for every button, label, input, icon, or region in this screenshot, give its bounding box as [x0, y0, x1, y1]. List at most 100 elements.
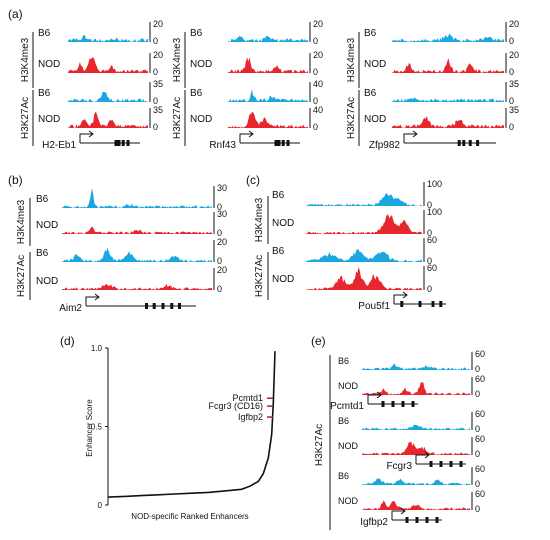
panel-a-signal-track	[392, 116, 504, 128]
panel-a-signal-track	[228, 89, 308, 102]
panel-a-track-scale-max: 20	[313, 19, 323, 29]
panel-c-track-scale-zero: 0	[427, 228, 432, 238]
panel-b-mark-label: H3K4me3	[16, 199, 27, 244]
panel-b-exon	[145, 303, 148, 309]
panel-a-exon	[476, 140, 480, 146]
panel-a-gene-label: Zfp982	[369, 140, 401, 151]
panel-e-gene-label: Igfbp2	[360, 517, 388, 528]
panel-c-exon	[400, 301, 404, 307]
panel-e-exon	[405, 517, 409, 523]
panel-a-strain-label: NOD	[364, 59, 386, 70]
panel-e-exon	[459, 461, 463, 467]
panel-d-label: (d)	[60, 334, 75, 348]
panel-e-tss-arrowhead	[376, 391, 382, 399]
panel-c-track-scale-zero: 0	[427, 284, 432, 294]
panel-a-signal-track	[228, 57, 308, 73]
panel-a-tss-arrowhead	[248, 130, 254, 138]
panel-a-track-scale-zero: 0	[153, 96, 158, 106]
panel-a-signal-track	[68, 34, 148, 42]
panel-a-track-scale-max: 35	[509, 105, 519, 115]
panel-a-track-scale-max: 40	[313, 79, 323, 89]
panel-e-track-scale-max: 60	[475, 349, 485, 359]
panel-a-exon	[281, 140, 285, 146]
panel-a-track-scale-zero: 0	[509, 36, 514, 46]
panel-c-track-scale-max: 60	[427, 263, 437, 273]
panel-e-strain-label: NOD	[338, 496, 359, 506]
panel-e-exon	[391, 401, 395, 407]
panel-a-strain-label: B6	[38, 88, 51, 99]
panel-a-track-scale-zero: 0	[509, 96, 514, 106]
panel-e-track-scale-zero: 0	[475, 449, 480, 459]
panel-d-chart: 0 0.5 1.0 Enhancer Score NOD-specific Ranked…	[85, 344, 276, 521]
panel-a-strain-label: B6	[38, 28, 51, 39]
panel-c-strain-label: B6	[272, 190, 285, 201]
panel-a-tss-arrowhead	[88, 130, 94, 138]
panel-a-tss-arrow	[403, 133, 416, 143]
enhancer-score-line	[107, 351, 276, 498]
panel-e: H3K27AcB6600NOD600Pcmtd1B6600NOD600Fcgr3…	[314, 349, 485, 530]
panel-a-mark-label: H3K27Ac	[20, 97, 31, 139]
panel-a-exon	[468, 140, 472, 146]
panel-a-exon	[121, 140, 125, 146]
panel-c-signal-track	[306, 249, 422, 262]
panel-b-track-scale-max: 20	[217, 265, 227, 275]
panel-a-track-scale-max: 20	[509, 19, 519, 29]
panel-a-mark-label: H3K4me3	[172, 37, 183, 82]
panel-a-exon	[457, 140, 461, 146]
panel-a-exon	[126, 140, 130, 146]
panel-e-tss-arrow	[367, 394, 380, 404]
panel-a-track-scale-zero: 0	[313, 122, 318, 132]
panel-c-tss-arrow	[393, 294, 406, 304]
panel-b-track-scale-max: 20	[217, 237, 227, 247]
annotation-label: Pcmtd1	[232, 393, 263, 403]
panel-e-mark-label: H3K27Ac	[314, 424, 325, 466]
panel-b-signal-track	[62, 283, 212, 290]
panel-e-exon	[435, 517, 439, 523]
panel-b-signal-track	[62, 226, 212, 234]
panel-b-exon	[161, 303, 165, 309]
y-tick-label: 0.5	[91, 423, 103, 432]
panel-e-signal-track	[362, 441, 470, 455]
panel-b-gene-label: Aim2	[59, 303, 82, 314]
annotation-label: Igfbp2	[238, 412, 263, 422]
panel-a-track-scale-zero: 0	[313, 36, 318, 46]
y-tick-label: 1.0	[91, 344, 103, 353]
panel-c-exon	[431, 301, 435, 307]
panel-a-column-2: H3K4me3H3K27AcB6200NOD200B6350NOD350Zfp9…	[346, 19, 519, 151]
panel-c-strain-label: NOD	[272, 218, 294, 229]
panel-b-signal-track	[62, 188, 212, 208]
panel-a-track-scale-zero: 0	[153, 36, 158, 46]
panel-e-exon	[401, 401, 405, 407]
panel-e-exon	[425, 517, 429, 523]
panel-a-strain-label: NOD	[38, 114, 60, 125]
panel-a-signal-track	[68, 92, 148, 102]
panel-a-strain-label: NOD	[364, 114, 386, 125]
panel-c-signal-track	[306, 214, 422, 234]
panel-b-signal-track	[62, 247, 212, 262]
panel-c-exon	[439, 301, 443, 307]
panel-e-exon	[415, 517, 419, 523]
panel-b-strain-label: NOD	[36, 220, 58, 231]
panel-e-exon	[381, 401, 385, 407]
panel-b-strain-label: NOD	[36, 276, 58, 287]
panel-a-exon	[114, 140, 118, 146]
panel-c-signal-track	[306, 192, 422, 206]
panel-a-track-scale-max: 20	[313, 50, 323, 60]
panel-e-strain-label: B6	[338, 356, 349, 366]
panel-e-track-scale-max: 60	[475, 409, 485, 419]
panel-c-track-scale-zero: 0	[427, 256, 432, 266]
panel-b-track-scale-max: 30	[217, 183, 227, 193]
panel-b-track-scale-zero: 0	[217, 228, 222, 238]
panel-a-track-scale-zero: 0	[153, 67, 158, 77]
panel-a-strain-label: B6	[364, 88, 377, 99]
panel-a-gene-label: Rnf43	[209, 140, 236, 151]
panel-e-strain-label: NOD	[338, 441, 359, 451]
panel-e-track-scale-max: 60	[475, 464, 485, 474]
panel-b-exon	[152, 303, 156, 309]
panel-e-gene-label: Fcgr3	[386, 461, 412, 472]
